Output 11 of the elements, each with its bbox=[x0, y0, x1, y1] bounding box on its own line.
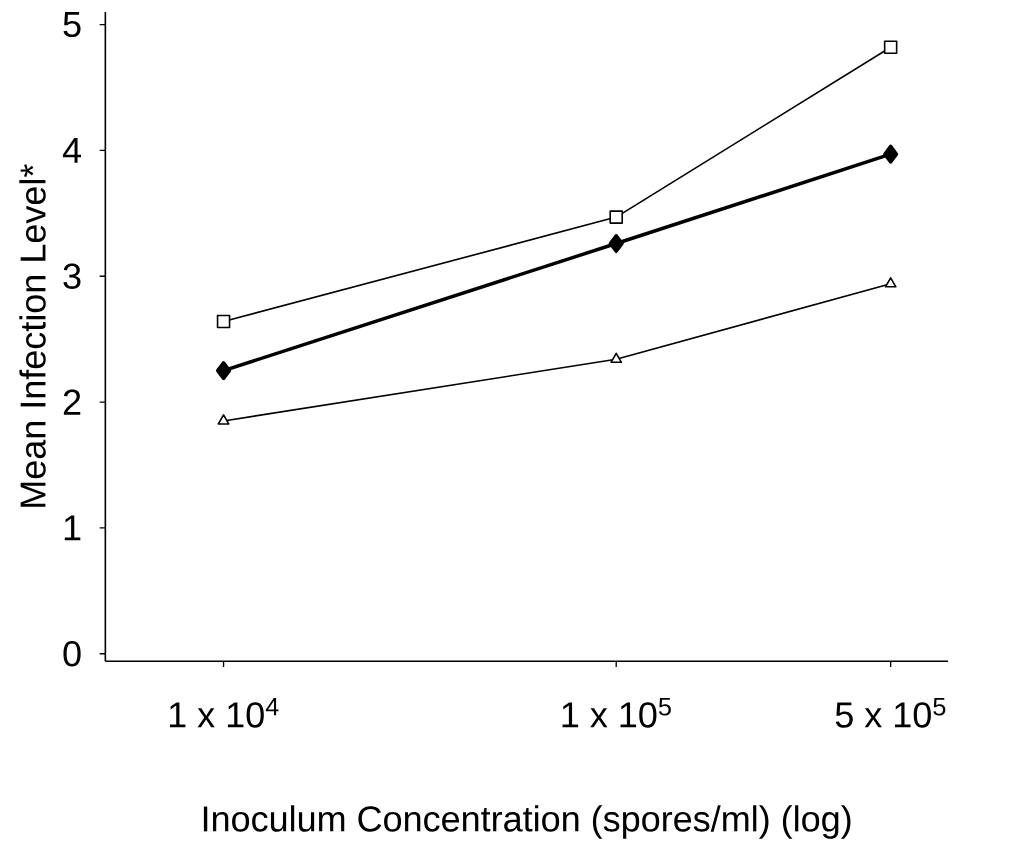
x-tick-label: 1 x 10$^{4}$ bbox=[169, 698, 279, 728]
y-tick-label: 5 bbox=[63, 12, 81, 38]
y-axis-title: Mean Infection Level* bbox=[19, 164, 46, 507]
x-tick-label: 1 x 10$^{5}$ bbox=[562, 698, 671, 728]
x-axis-title: Inoculum Concentration (spores/ml) (log) bbox=[203, 805, 851, 839]
y-tick-label: 1 bbox=[64, 515, 81, 541]
y-tick-label: 0 bbox=[63, 641, 81, 667]
y-tick-label: 3 bbox=[63, 263, 81, 290]
x-tick-label: 5 x 10$^{5}$ bbox=[835, 698, 946, 728]
y-tick-label: 4 bbox=[62, 138, 82, 163]
y-tick-label: 2 bbox=[63, 389, 81, 415]
